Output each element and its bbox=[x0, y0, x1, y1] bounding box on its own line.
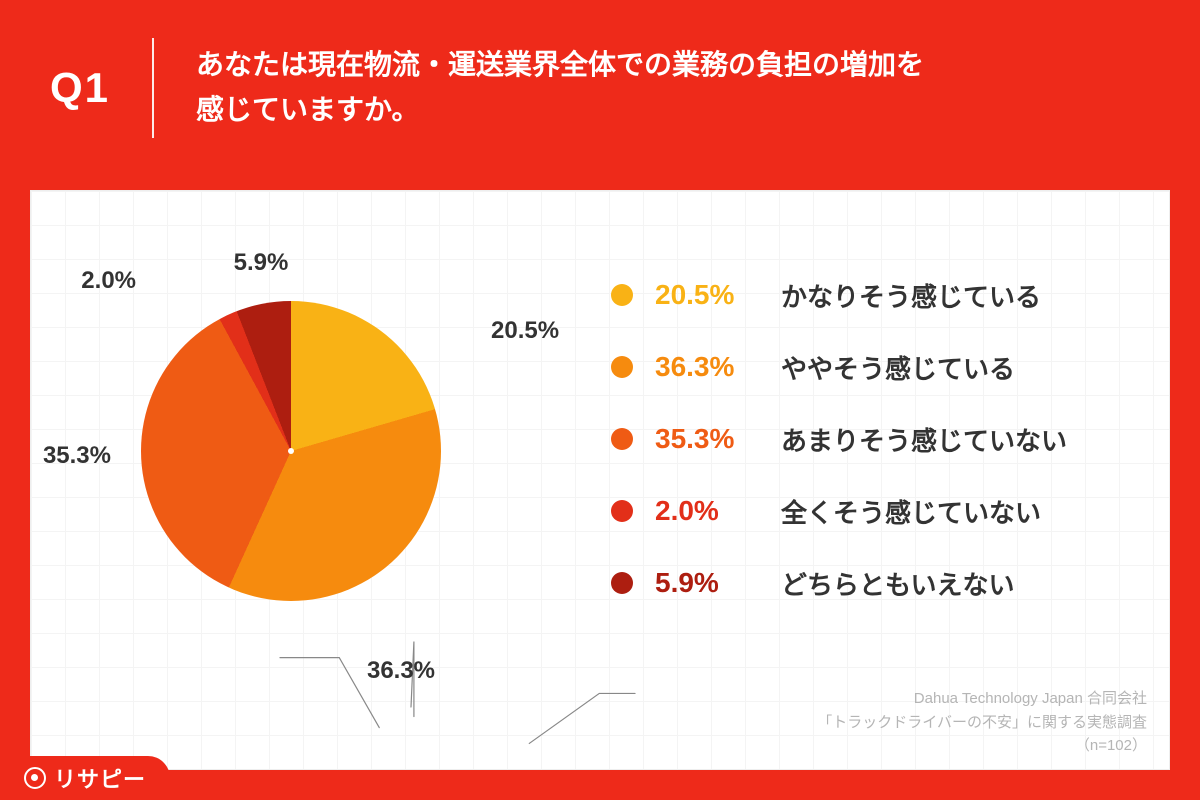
brand-badge: リサピー bbox=[0, 756, 170, 800]
legend-swatch bbox=[611, 428, 633, 450]
legend: 20.5%かなりそう感じている36.3%ややそう感じている35.3%あまりそう感… bbox=[611, 259, 1151, 619]
question-line1: あなたは現在物流・運送業界全体での業務の負担の増加を bbox=[196, 49, 924, 80]
legend-row: 5.9%どちらともいえない bbox=[611, 547, 1151, 619]
legend-label: あまりそう感じていない bbox=[781, 421, 1067, 458]
legend-swatch bbox=[611, 284, 633, 306]
legend-pct: 20.5% bbox=[655, 279, 781, 311]
legend-row: 20.5%かなりそう感じている bbox=[611, 259, 1151, 331]
legend-swatch bbox=[611, 572, 633, 594]
legend-pct: 35.3% bbox=[655, 423, 781, 455]
legend-pct: 36.3% bbox=[655, 351, 781, 383]
legend-row: 2.0%全くそう感じていない bbox=[611, 475, 1151, 547]
brand-name: リサピー bbox=[54, 762, 146, 794]
legend-pct: 2.0% bbox=[655, 495, 781, 527]
chart-panel: 20.5%36.3%35.3%2.0%5.9% 20.5%かなりそう感じている3… bbox=[30, 190, 1170, 770]
callout-lines bbox=[141, 601, 741, 800]
question-number: Q1 bbox=[50, 64, 152, 112]
legend-row: 36.3%ややそう感じている bbox=[611, 331, 1151, 403]
legend-swatch bbox=[611, 356, 633, 378]
legend-label: 全くそう感じていない bbox=[781, 493, 1041, 530]
slice-pct-label: 36.3% bbox=[367, 657, 435, 685]
question-text: あなたは現在物流・運送業界全体での業務の負担の増加を 感じていますか。 bbox=[154, 43, 944, 133]
legend-label: どちらともいえない bbox=[781, 565, 1014, 602]
question-line2: 感じていますか。 bbox=[196, 94, 419, 125]
infographic-frame: Q1 あなたは現在物流・運送業界全体での業務の負担の増加を 感じていますか。 2… bbox=[0, 0, 1200, 800]
legend-label: ややそう感じている bbox=[781, 349, 1015, 386]
slice-pct-label: 20.5% bbox=[491, 317, 559, 345]
pie-center-dot bbox=[288, 448, 294, 454]
source-caption: Dahua Technology Japan 合同会社「トラックドライバーの不安… bbox=[817, 687, 1147, 757]
header-band: Q1 あなたは現在物流・運送業界全体での業務の負担の増加を 感じていますか。 bbox=[0, 0, 1200, 175]
slice-pct-label: 2.0% bbox=[81, 267, 136, 295]
slice-pct-label: 5.9% bbox=[234, 249, 289, 277]
legend-label: かなりそう感じている bbox=[781, 277, 1041, 314]
legend-swatch bbox=[611, 500, 633, 522]
brand-search-icon bbox=[24, 767, 46, 789]
source-line: Dahua Technology Japan 合同会社 bbox=[817, 687, 1147, 710]
legend-pct: 5.9% bbox=[655, 567, 781, 599]
source-line: 「トラックドライバーの不安」に関する実態調査 bbox=[817, 711, 1147, 734]
slice-pct-label: 35.3% bbox=[43, 442, 111, 470]
pie-chart: 20.5%36.3%35.3%2.0%5.9% bbox=[141, 301, 441, 601]
legend-row: 35.3%あまりそう感じていない bbox=[611, 403, 1151, 475]
source-line: （n=102） bbox=[817, 734, 1147, 757]
